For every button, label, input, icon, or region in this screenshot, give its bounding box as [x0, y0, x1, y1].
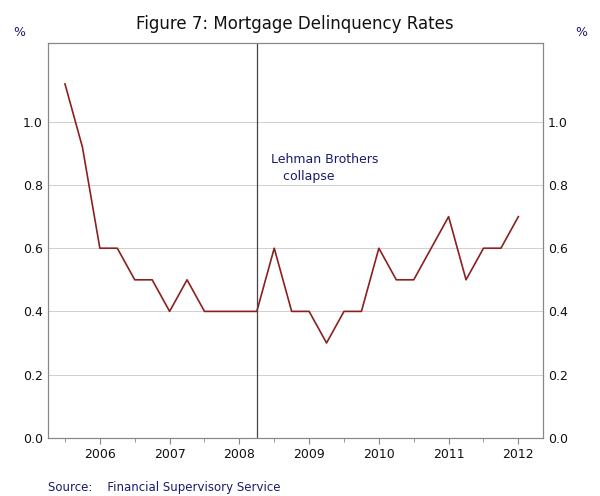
Text: %: %: [13, 26, 25, 39]
Text: Source:    Financial Supervisory Service: Source: Financial Supervisory Service: [48, 481, 281, 494]
Text: %: %: [575, 26, 587, 39]
Text: Lehman Brothers
   collapse: Lehman Brothers collapse: [271, 153, 378, 184]
Title: Figure 7: Mortgage Delinquency Rates: Figure 7: Mortgage Delinquency Rates: [136, 15, 454, 33]
